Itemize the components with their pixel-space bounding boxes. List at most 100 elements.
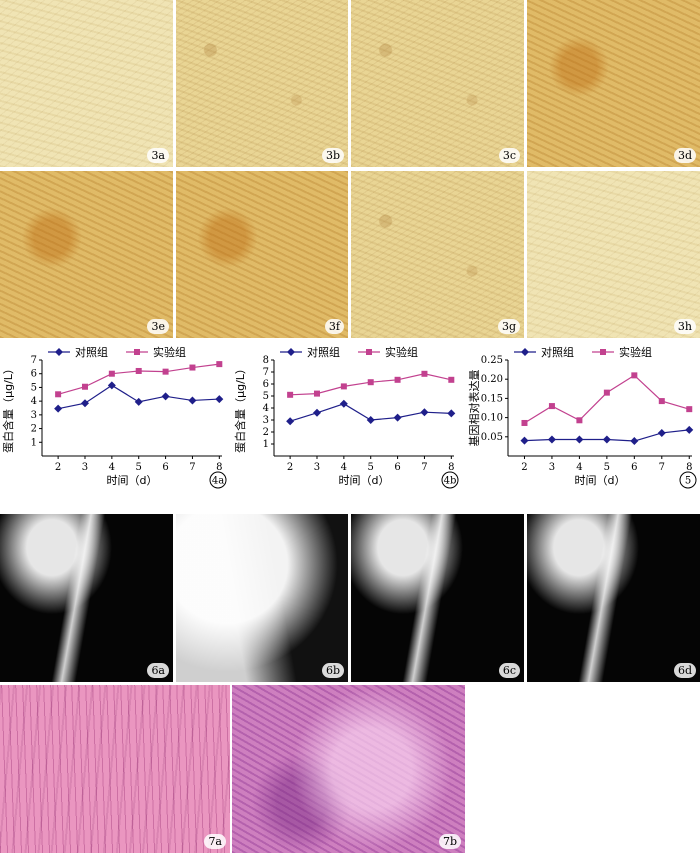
- panel-label: 3f: [324, 319, 344, 334]
- x-tick-label: 5: [368, 462, 374, 473]
- y-tick-label: 5: [31, 382, 37, 393]
- x-tick-label: 2: [521, 462, 527, 473]
- data-point-experiment: [135, 367, 142, 374]
- data-point-experiment: [421, 370, 428, 377]
- y-tick-label: 3: [31, 410, 37, 421]
- y-tick-label: 6: [31, 369, 37, 380]
- data-point-experiment: [216, 361, 223, 368]
- data-point-experiment: [448, 376, 455, 383]
- data-point-control: [107, 381, 116, 390]
- data-point-experiment: [367, 379, 374, 386]
- panel-label: 3c: [498, 148, 520, 163]
- y-tick-label: 4: [31, 396, 37, 407]
- x-tick-label: 7: [421, 462, 427, 473]
- y-axis-label: 蛋白含量（μg/L）: [1, 363, 15, 453]
- data-point-experiment: [521, 419, 528, 426]
- data-point-experiment: [603, 389, 610, 396]
- data-point-experiment: [108, 370, 115, 377]
- panel-label: 3b: [321, 148, 344, 163]
- panel-label: 3g: [497, 319, 520, 334]
- figure-panel-6c: 6c: [351, 514, 524, 682]
- y-tick-label: 2: [263, 427, 269, 438]
- legend-label: 实验组: [153, 345, 186, 359]
- panel-label: 7b: [438, 834, 461, 849]
- data-point-control: [602, 435, 611, 444]
- legend-marker: [521, 348, 529, 356]
- x-tick-label: 2: [55, 462, 61, 473]
- chart-4a: 1 2 3 4 5 6 7 2 3 4 5 6 7 8 时间（d） 蛋白含量（μg/L） 4a 对照组 实验组: [0, 340, 230, 489]
- data-point-experiment: [394, 376, 401, 383]
- panel-label: 6a: [147, 663, 169, 678]
- x-axis-label: 时间（d）: [339, 474, 390, 487]
- x-tick-label: 3: [549, 462, 555, 473]
- x-tick-label: 3: [314, 462, 320, 473]
- x-tick-label: 8: [448, 462, 454, 473]
- figure-number-circle: [209, 471, 227, 489]
- data-point-experiment: [631, 372, 638, 379]
- data-point-experiment: [658, 398, 665, 405]
- y-tick-label: 2: [31, 424, 37, 435]
- data-point-control: [80, 399, 89, 408]
- y-tick-label: 0.05: [481, 432, 503, 443]
- legend-label: 对照组: [307, 345, 340, 359]
- data-point-control: [54, 404, 63, 413]
- figure-panel-3h: 3h: [527, 171, 700, 338]
- legend-marker: [366, 349, 372, 355]
- data-point-control: [339, 399, 348, 408]
- chart-4a-svg: 1 2 3 4 5 6 7 2 3 4 5 6 7 8 时间（d） 蛋白含量（μg/L） 4a 对照组 实验组: [1, 345, 227, 489]
- figure-number: 4b: [444, 476, 457, 487]
- data-point-control: [447, 409, 456, 418]
- data-point-control: [188, 396, 197, 405]
- x-axis-label: 时间（d）: [575, 474, 626, 487]
- panel-label: 6d: [673, 663, 696, 678]
- y-axis-label: 蛋白含量（μg/L）: [233, 363, 247, 453]
- x-tick-label: 5: [604, 462, 610, 473]
- figure-panel-3e: 3e: [0, 171, 173, 338]
- legend-marker: [600, 349, 606, 355]
- data-point-control: [630, 437, 639, 446]
- figure-panel-6d: 6d: [527, 514, 700, 682]
- legend-label: 对照组: [541, 345, 574, 359]
- figure-panel-7b: 7b: [232, 685, 465, 853]
- legend-label: 实验组: [619, 345, 652, 359]
- y-tick-label: 1: [31, 437, 37, 448]
- panel-label: 3e: [147, 319, 169, 334]
- y-tick-label: 0.20: [481, 374, 503, 385]
- data-point-experiment: [162, 368, 169, 375]
- x-tick-label: 5: [136, 462, 142, 473]
- x-tick-label: 3: [82, 462, 88, 473]
- legend-marker: [134, 349, 140, 355]
- x-tick-label: 4: [341, 462, 347, 473]
- chart-4b: 1 2 3 4 5 6 7 8 2 3 4 5 6 7 8 时间（d） 蛋白含量（μg/L） 4b 对照组 实验组: [232, 340, 462, 489]
- y-tick-label: 7: [31, 355, 37, 366]
- data-point-control: [547, 435, 556, 444]
- y-tick-label: 7: [263, 367, 269, 378]
- y-tick-label: 6: [263, 379, 269, 390]
- data-point-control: [134, 397, 143, 406]
- x-tick-label: 6: [631, 462, 637, 473]
- data-point-experiment: [55, 391, 62, 398]
- data-point-experiment: [340, 383, 347, 390]
- figure-panel-3f: 3f: [176, 171, 348, 338]
- figure-panel-3c: 3c: [351, 0, 524, 167]
- panel-label: 7a: [204, 834, 226, 849]
- data-point-experiment: [287, 391, 294, 398]
- x-tick-label: 6: [162, 462, 168, 473]
- figure-number: 4a: [212, 476, 224, 487]
- figure-panel-3b: 3b: [176, 0, 348, 167]
- data-point-control: [657, 428, 666, 437]
- x-tick-label: 4: [109, 462, 115, 473]
- x-axis-label: 时间（d）: [107, 474, 158, 487]
- figure-panel-6a: 6a: [0, 514, 173, 682]
- y-tick-label: 0.10: [481, 413, 503, 424]
- figure-panel-3d: 3d: [527, 0, 700, 167]
- data-point-control: [286, 417, 295, 426]
- y-tick-label: 8: [263, 355, 269, 366]
- y-tick-label: 5: [263, 391, 269, 402]
- figure-panel-3a: 3a: [0, 0, 173, 167]
- y-axis-label: 基因相对表达量: [467, 370, 481, 447]
- y-tick-label: 0.15: [481, 393, 503, 404]
- legend-label: 实验组: [385, 345, 418, 359]
- data-point-control: [215, 395, 224, 404]
